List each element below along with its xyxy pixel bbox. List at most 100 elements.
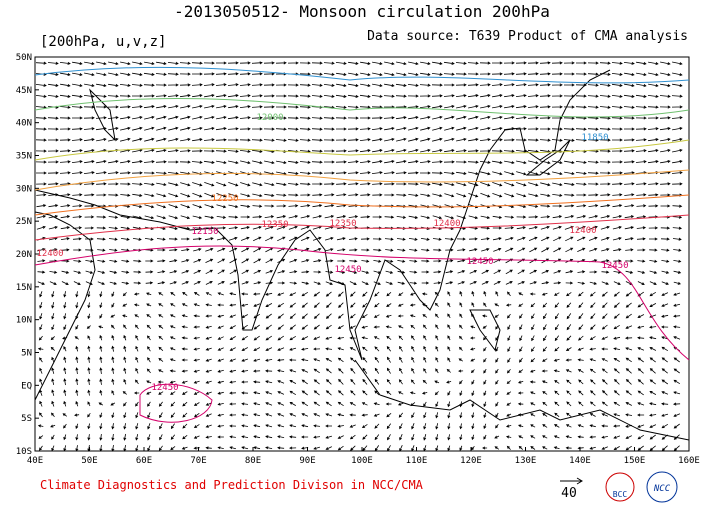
- wind-arrow: [229, 303, 236, 307]
- wind-arrow: [649, 347, 657, 351]
- wind-arrow: [109, 281, 118, 285]
- wind-arrow: [325, 390, 332, 396]
- wind-arrow: [457, 281, 466, 285]
- wind-arrow: [205, 314, 212, 318]
- wind-arrow: [530, 391, 536, 395]
- wind-arrow: [397, 314, 404, 318]
- wind-arrow: [432, 193, 443, 198]
- wind-arrow: [147, 423, 151, 430]
- wind-arrow: [647, 160, 659, 164]
- wind-arrow: [348, 215, 359, 219]
- wind-arrow: [563, 138, 575, 142]
- wind-arrow: [517, 269, 525, 275]
- wind-arrow: [96, 237, 106, 241]
- wind-arrow: [613, 248, 622, 252]
- wind-arrow: [589, 435, 596, 439]
- wind-arrow: [156, 193, 167, 198]
- wind-arrow: [228, 215, 239, 219]
- wind-arrow: [158, 335, 164, 340]
- wind-arrow: [624, 193, 635, 197]
- wind-arrow: [577, 247, 586, 252]
- wind-arrow: [217, 269, 225, 275]
- wind-arrow: [96, 226, 107, 230]
- wind-arrow: [623, 171, 635, 175]
- wind-arrow: [288, 182, 299, 186]
- wind-arrow: [661, 445, 668, 451]
- wind-arrow: [624, 215, 635, 219]
- wind-arrow: [337, 413, 344, 417]
- africa-arabia-coast: [34, 211, 96, 401]
- wind-arrow: [227, 83, 239, 87]
- wind-arrow: [459, 380, 463, 385]
- wind-arrow: [337, 347, 344, 351]
- wind-arrow: [264, 160, 275, 165]
- wind-arrow: [372, 83, 383, 88]
- height-contours: [34, 66, 690, 423]
- wind-arrow: [564, 72, 575, 76]
- wind-arrow: [444, 83, 455, 87]
- wind-arrow: [409, 314, 416, 318]
- wind-arrow: [386, 367, 391, 374]
- wind-arrow: [241, 402, 249, 406]
- wind-arrow: [312, 193, 323, 197]
- wind-arrow: [168, 104, 179, 109]
- contour-label: 12250: [211, 194, 238, 204]
- wind-arrow: [422, 314, 428, 318]
- wind-arrow: [216, 94, 227, 98]
- wind-arrow: [49, 248, 58, 252]
- wind-arrow: [587, 105, 599, 109]
- wind-arrow: [447, 346, 451, 352]
- wind-arrow: [372, 193, 383, 197]
- wind-arrow: [518, 445, 523, 450]
- wind-arrow: [649, 391, 657, 395]
- wind-arrow: [384, 193, 395, 197]
- wind-arrow: [39, 313, 43, 320]
- wind-arrow: [120, 116, 131, 120]
- wind-arrow: [554, 302, 560, 308]
- wind-arrow: [385, 325, 392, 329]
- wind-arrow: [506, 445, 511, 450]
- wind-arrow: [673, 434, 680, 440]
- wind-arrow: [168, 193, 179, 198]
- wind-arrow: [132, 204, 143, 209]
- wind-arrow: [672, 226, 683, 230]
- wind-arrow: [227, 127, 239, 131]
- wind-arrow: [39, 291, 43, 298]
- wind-arrow: [578, 291, 584, 297]
- wind-arrow: [589, 368, 596, 374]
- wind-arrow: [480, 104, 491, 109]
- wind-arrow: [215, 83, 227, 87]
- wind-arrow: [455, 149, 467, 153]
- wind-arrow: [576, 214, 587, 219]
- wind-arrow: [180, 137, 191, 142]
- wind-arrow: [263, 127, 275, 131]
- wind-arrow: [590, 313, 596, 320]
- lat-label: 5N: [21, 349, 32, 359]
- wind-arrow: [373, 314, 380, 318]
- wind-arrow: [362, 390, 368, 396]
- wind-arrow: [241, 247, 250, 253]
- wind-arrow: [459, 445, 463, 451]
- wind-arrow: [373, 325, 380, 329]
- wind-arrow: [648, 226, 659, 230]
- wind-arrow: [239, 105, 251, 109]
- wind-arrow: [360, 182, 371, 186]
- wind-arrow: [205, 258, 214, 263]
- wind-arrow: [371, 171, 383, 175]
- wind-arrow: [540, 225, 550, 230]
- wind-arrow: [192, 182, 203, 187]
- wind-arrow: [111, 302, 115, 308]
- wind-arrow: [147, 445, 151, 452]
- wind-arrow: [517, 281, 525, 285]
- wind-arrow: [325, 358, 332, 362]
- wind-arrow: [203, 138, 215, 142]
- wind-arrow: [99, 412, 103, 418]
- wind-arrow: [399, 367, 403, 374]
- wind-arrow: [396, 160, 407, 164]
- wind-arrow: [133, 303, 140, 307]
- wind-arrow: [613, 357, 620, 362]
- wind-arrow: [362, 356, 368, 363]
- wind-arrow: [227, 149, 239, 153]
- wind-arrow: [72, 61, 83, 65]
- wind-arrow: [228, 193, 239, 198]
